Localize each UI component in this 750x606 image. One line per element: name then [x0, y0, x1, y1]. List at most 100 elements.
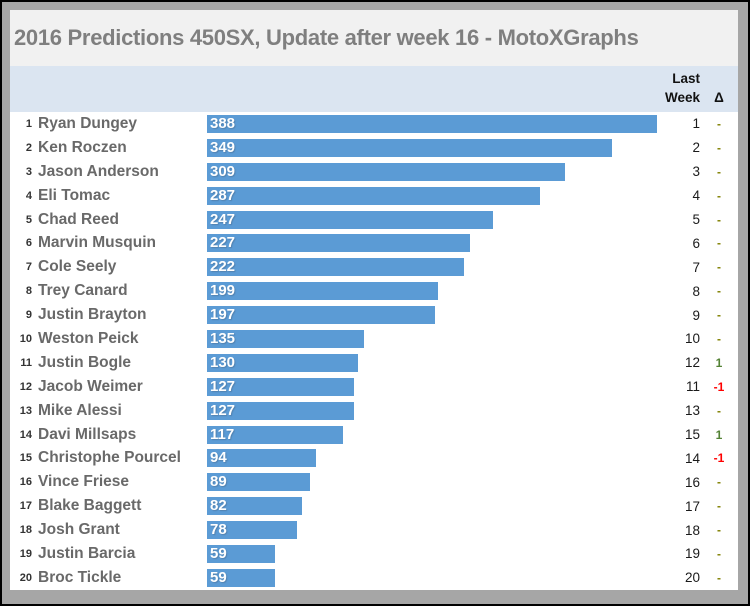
rider-name: Mike Alessi [38, 401, 122, 419]
points-value: 59 [210, 544, 227, 562]
delta-value: - [717, 260, 721, 275]
bar-track: 127 [207, 377, 657, 396]
delta-value: 1 [715, 355, 723, 370]
rank-label: 10 [19, 332, 32, 345]
points-bar: 197 [207, 306, 436, 325]
table-row: 11 Justin Bogle 130 12 1 [10, 351, 738, 375]
bar-track: 59 [207, 544, 657, 563]
delta-value: - [717, 188, 721, 203]
rank-label: 11 [20, 356, 32, 369]
points-value: 197 [210, 306, 236, 324]
page-title: 2016 Predictions 450SX, Update after wee… [14, 25, 639, 50]
table-row: 13 Mike Alessi 127 13 - [10, 399, 738, 423]
table-row: 15 Christophe Pourcel 94 14 -1 [10, 446, 738, 470]
delta-value: - [717, 116, 721, 131]
delta-value: - [717, 499, 721, 514]
bar-track: 247 [207, 210, 657, 229]
bar-track: 349 [207, 138, 657, 157]
last-week-value: 8 [692, 283, 700, 299]
bar-track: 59 [207, 568, 657, 587]
rider-name: Ryan Dungey [38, 114, 138, 132]
last-week-value: 13 [684, 403, 700, 419]
points-value: 127 [210, 401, 236, 419]
rider-name: Jason Anderson [38, 162, 159, 180]
last-week-value: 18 [684, 522, 700, 538]
rider-name: Eli Tomac [38, 186, 111, 204]
bar-track: 227 [207, 234, 657, 253]
points-bar: 59 [207, 544, 276, 563]
points-value: 78 [210, 521, 227, 539]
rider-name: Vince Friese [38, 473, 130, 491]
delta-column-header: Δ [714, 90, 724, 106]
last-week-value: 14 [684, 450, 700, 466]
rank-label: 3 [25, 165, 32, 178]
points-value: 247 [210, 210, 236, 228]
bar-track: 130 [207, 353, 657, 372]
points-bar: 59 [207, 568, 276, 587]
delta-value: - [717, 475, 721, 490]
rider-name: Justin Brayton [38, 306, 147, 324]
delta-value: - [717, 236, 721, 251]
points-value: 117 [210, 425, 235, 443]
delta-value: - [717, 523, 721, 538]
bar-track: 94 [207, 449, 657, 468]
rank-label: 4 [25, 189, 32, 202]
rank-label: 15 [19, 452, 32, 465]
rank-label: 20 [19, 571, 32, 584]
last-week-value: 10 [684, 331, 700, 347]
last-week-value: 11 [685, 379, 700, 395]
rider-name: Davi Millsaps [38, 425, 137, 443]
rank-label: 14 [19, 428, 32, 441]
points-bar: 349 [207, 138, 612, 157]
delta-value: -1 [713, 379, 725, 394]
points-bar: 127 [207, 377, 355, 396]
points-value: 89 [210, 473, 227, 491]
table-row: 4 Eli Tomac 287 4 - [10, 184, 738, 208]
last-week-header-line2: Week [664, 90, 700, 106]
points-value: 130 [210, 353, 236, 371]
points-value: 199 [210, 282, 236, 300]
points-bar: 78 [207, 521, 298, 540]
points-bar: 287 [207, 186, 540, 205]
rider-name: Jacob Weimer [38, 377, 143, 395]
points-value: 349 [210, 138, 236, 156]
delta-value: 1 [715, 427, 723, 442]
delta-value: - [717, 284, 721, 299]
last-week-value: 5 [692, 212, 700, 227]
delta-value: -1 [713, 451, 725, 466]
rank-label: 6 [25, 237, 32, 250]
rider-name: Marvin Musquin [38, 234, 156, 252]
table-row: 2 Ken Roczen 349 2 - [10, 136, 738, 160]
rider-name: Weston Peick [38, 329, 139, 347]
rank-label: 8 [25, 285, 32, 298]
rank-label: 12 [19, 380, 32, 393]
rider-name: Trey Canard [38, 282, 128, 300]
last-week-value: 12 [684, 355, 700, 371]
last-week-value: 1 [692, 116, 700, 132]
points-bar: 309 [207, 162, 566, 181]
delta-value: - [717, 570, 721, 585]
table-row: 3 Jason Anderson 309 3 - [10, 160, 738, 184]
points-bar: 135 [207, 329, 364, 348]
points-value: 309 [210, 162, 236, 180]
bar-track: 388 [207, 114, 657, 133]
table-row: 9 Justin Brayton 197 9 - [10, 303, 738, 327]
bar-track: 78 [207, 521, 657, 540]
rider-name: Josh Grant [38, 521, 120, 539]
points-value: 127 [210, 377, 236, 395]
last-week-value: 20 [684, 570, 700, 586]
rank-label: 7 [25, 261, 32, 274]
points-bar: 222 [207, 258, 465, 277]
bar-track: 197 [207, 306, 657, 325]
bar-track: 89 [207, 473, 657, 492]
rank-label: 17 [19, 500, 32, 513]
bar-track: 287 [207, 186, 657, 205]
last-week-value: 19 [684, 546, 700, 562]
rows: 1 Ryan Dungey 388 1 - 2 Ken Roczen 349 2… [10, 112, 738, 590]
points-bar: 388 [207, 114, 657, 133]
last-week-value: 3 [692, 164, 700, 180]
table-row: 10 Weston Peick 135 10 - [10, 327, 738, 351]
points-bar: 117 [207, 425, 343, 444]
table-row: 16 Vince Friese 89 16 - [10, 470, 738, 494]
